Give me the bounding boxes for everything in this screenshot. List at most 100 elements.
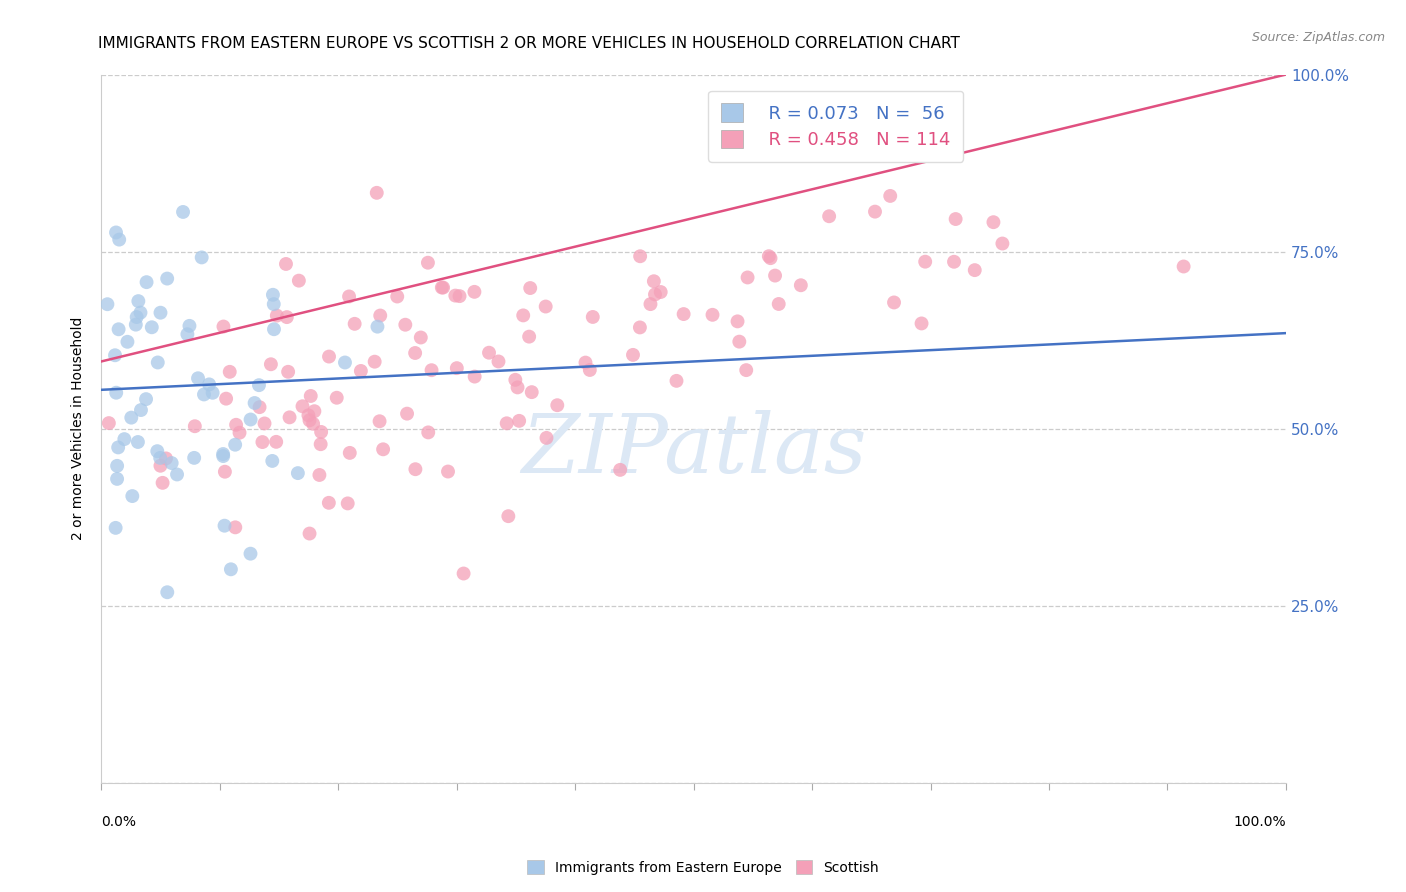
Point bbox=[628, 249, 651, 263]
Point bbox=[135, 275, 157, 289]
Text: 100.0%: 100.0% bbox=[1233, 815, 1286, 829]
Point bbox=[546, 398, 568, 412]
Point bbox=[120, 410, 142, 425]
Point bbox=[437, 465, 460, 479]
Point bbox=[914, 254, 936, 268]
Point bbox=[278, 410, 301, 425]
Point bbox=[520, 385, 543, 400]
Point bbox=[112, 432, 135, 446]
Point bbox=[212, 447, 235, 461]
Point bbox=[512, 309, 534, 323]
Point bbox=[464, 369, 486, 384]
Point bbox=[366, 319, 388, 334]
Point bbox=[879, 189, 901, 203]
Point bbox=[201, 385, 224, 400]
Point bbox=[198, 377, 221, 392]
Point bbox=[218, 365, 240, 379]
Point bbox=[146, 444, 169, 458]
Point bbox=[318, 350, 340, 364]
Point bbox=[141, 320, 163, 334]
Point bbox=[621, 348, 644, 362]
Point bbox=[228, 425, 250, 440]
Point bbox=[125, 318, 148, 332]
Point bbox=[309, 425, 332, 439]
Point bbox=[336, 496, 359, 510]
Legend:   R = 0.073   N =  56,   R = 0.458   N = 114: R = 0.073 N = 56, R = 0.458 N = 114 bbox=[709, 91, 963, 161]
Point bbox=[156, 271, 179, 285]
Point bbox=[665, 374, 688, 388]
Point bbox=[432, 280, 454, 294]
Point bbox=[444, 288, 467, 302]
Point bbox=[105, 226, 128, 240]
Point bbox=[135, 392, 157, 406]
Point bbox=[643, 274, 665, 288]
Point bbox=[252, 435, 274, 450]
Point bbox=[266, 309, 288, 323]
Point bbox=[298, 526, 321, 541]
Point bbox=[1173, 260, 1195, 274]
Point bbox=[350, 364, 373, 378]
Point bbox=[339, 446, 361, 460]
Point bbox=[108, 233, 131, 247]
Point bbox=[333, 355, 356, 369]
Point bbox=[863, 204, 886, 219]
Point bbox=[910, 317, 932, 331]
Point bbox=[172, 205, 194, 219]
Point bbox=[343, 317, 366, 331]
Point bbox=[105, 385, 128, 400]
Point bbox=[644, 287, 666, 301]
Point bbox=[396, 407, 419, 421]
Point bbox=[430, 280, 453, 294]
Point bbox=[239, 412, 262, 426]
Text: 0.0%: 0.0% bbox=[101, 815, 136, 829]
Point bbox=[127, 435, 149, 450]
Point bbox=[759, 251, 782, 265]
Point bbox=[404, 346, 426, 360]
Point bbox=[224, 520, 246, 534]
Point bbox=[728, 334, 751, 349]
Point bbox=[404, 462, 426, 476]
Point bbox=[534, 300, 557, 314]
Point bbox=[214, 465, 236, 479]
Point bbox=[304, 404, 326, 418]
Point bbox=[297, 409, 319, 423]
Point bbox=[582, 310, 605, 324]
Point bbox=[517, 329, 540, 343]
Point bbox=[416, 256, 439, 270]
Point bbox=[299, 389, 322, 403]
Point bbox=[263, 297, 285, 311]
Point bbox=[983, 215, 1005, 229]
Point bbox=[263, 322, 285, 336]
Point bbox=[105, 458, 128, 473]
Point bbox=[156, 585, 179, 599]
Point bbox=[519, 281, 541, 295]
Point bbox=[366, 186, 388, 200]
Point bbox=[650, 285, 672, 299]
Point bbox=[368, 414, 391, 428]
Point bbox=[239, 547, 262, 561]
Point bbox=[96, 297, 118, 311]
Point bbox=[129, 305, 152, 319]
Point bbox=[409, 330, 432, 344]
Text: Source: ZipAtlas.com: Source: ZipAtlas.com bbox=[1251, 31, 1385, 45]
Point bbox=[758, 249, 780, 263]
Point bbox=[371, 442, 394, 457]
Point bbox=[287, 466, 309, 480]
Point bbox=[277, 365, 299, 379]
Point bbox=[506, 380, 529, 394]
Point bbox=[308, 467, 330, 482]
Point bbox=[478, 345, 501, 359]
Point bbox=[818, 209, 841, 223]
Point bbox=[107, 322, 129, 336]
Point bbox=[672, 307, 695, 321]
Point bbox=[149, 450, 172, 465]
Point bbox=[536, 431, 558, 445]
Text: IMMIGRANTS FROM EASTERN EUROPE VS SCOTTISH 2 OR MORE VEHICLES IN HOUSEHOLD CORRE: IMMIGRANTS FROM EASTERN EUROPE VS SCOTTI… bbox=[98, 36, 960, 51]
Point bbox=[963, 263, 986, 277]
Point bbox=[104, 521, 127, 535]
Point bbox=[166, 467, 188, 482]
Point bbox=[224, 438, 246, 452]
Point bbox=[508, 414, 530, 428]
Point bbox=[288, 274, 311, 288]
Point bbox=[768, 297, 790, 311]
